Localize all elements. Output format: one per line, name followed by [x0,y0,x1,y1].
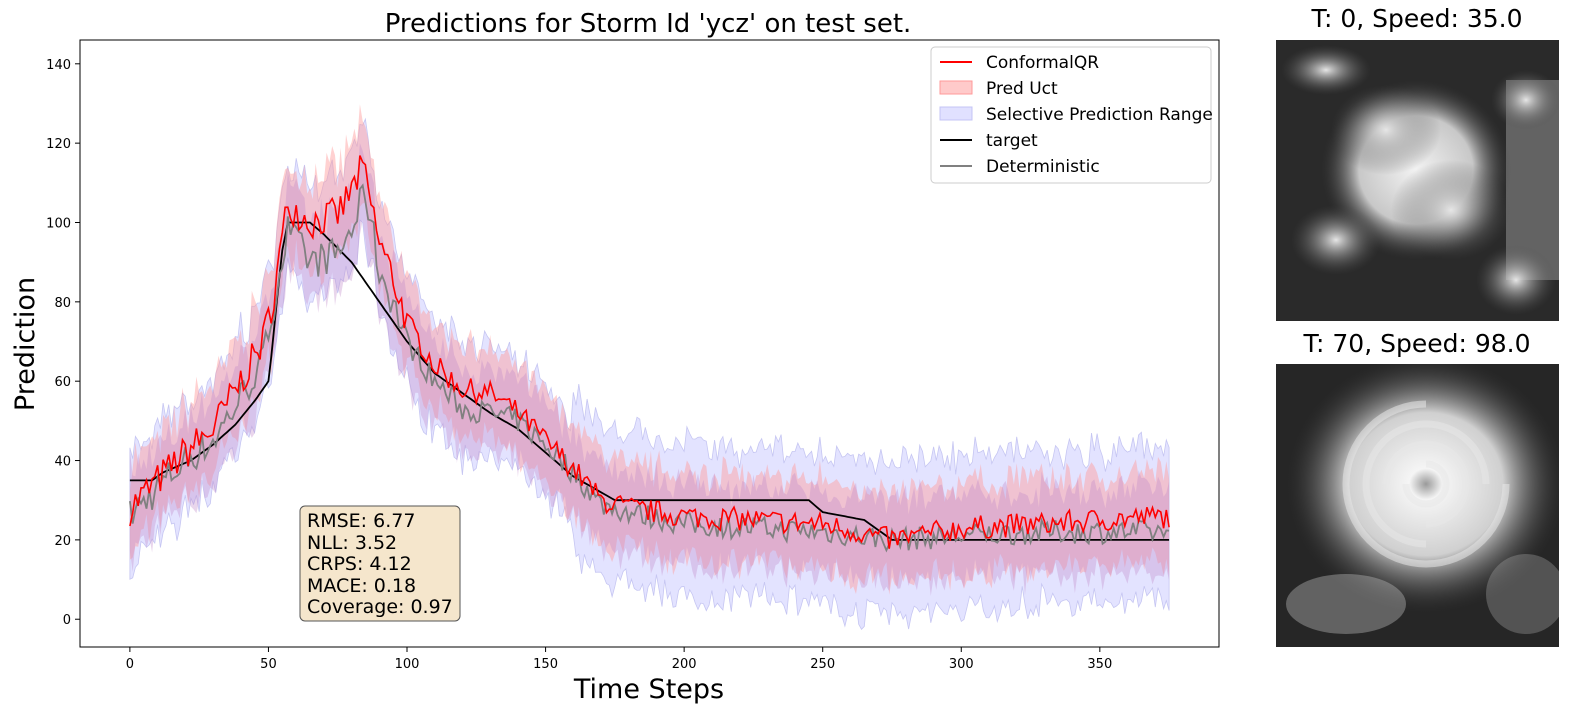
x-tick-label: 350 [1087,657,1112,672]
legend-label-target: target [986,131,1038,151]
metrics-box: RMSE: 6.77 NLL: 3.52 CRPS: 4.12 MACE: 0.… [299,505,461,622]
y-tick-label: 0 [63,613,71,628]
x-axis-label: Time Steps [573,674,724,705]
satellite-image-t70 [1276,364,1559,647]
legend-label-conformalqr: ConformalQR [986,53,1099,73]
metric-rmse: RMSE: 6.77 [307,510,415,532]
x-tick-label: 50 [260,657,277,672]
legend-label-selective: Selective Prediction Range [986,105,1213,125]
metric-crps: CRPS: 4.12 [307,553,412,575]
x-tick-label: 300 [949,657,974,672]
y-tick-label: 20 [54,534,71,549]
legend-label-pred-uct: Pred Uct [986,79,1058,99]
satellite-title-t70: T: 70, Speed: 98.0 [1303,329,1531,358]
x-tick-label: 0 [126,657,134,672]
y-tick-label: 60 [54,375,71,390]
metric-nll: NLL: 3.52 [307,532,397,554]
x-tick-label: 150 [533,657,558,672]
legend: ConformalQR Pred Uct Selective Predictio… [930,46,1213,184]
plot-area [129,104,1170,630]
x-tick-label: 250 [810,657,835,672]
metric-mace: MACE: 0.18 [307,575,416,597]
main-chart: Predictions for Storm Id 'ycz' on test s… [10,9,1220,705]
satellite-title-t0: T: 0, Speed: 35.0 [1311,4,1523,33]
chart-title: Predictions for Storm Id 'ycz' on test s… [385,9,912,39]
y-axis-label: Prediction [10,277,41,411]
conformalqr-line [129,155,1170,549]
legend-swatch-selective [939,106,973,121]
axes: 0 50 100 150 200 250 300 350 0 20 40 60 80 100 120 140 [46,58,1112,672]
satellite-image-t0 [1276,40,1559,321]
legend-label-deterministic: Deterministic [986,157,1100,177]
y-tick-label: 120 [46,137,71,152]
y-tick-label: 80 [54,296,71,311]
y-tick-label: 100 [46,216,71,231]
y-tick-label: 140 [46,58,71,73]
plot-frame [79,39,1220,648]
x-tick-label: 100 [395,657,420,672]
pred-uct-band [129,104,1170,595]
x-tick-label: 200 [672,657,697,672]
selective-prediction-range-band [129,117,1170,630]
legend-swatch-pred-uct [939,80,973,95]
deterministic-line [129,183,1170,553]
metric-coverage: Coverage: 0.97 [307,596,453,618]
y-tick-label: 40 [54,455,71,470]
